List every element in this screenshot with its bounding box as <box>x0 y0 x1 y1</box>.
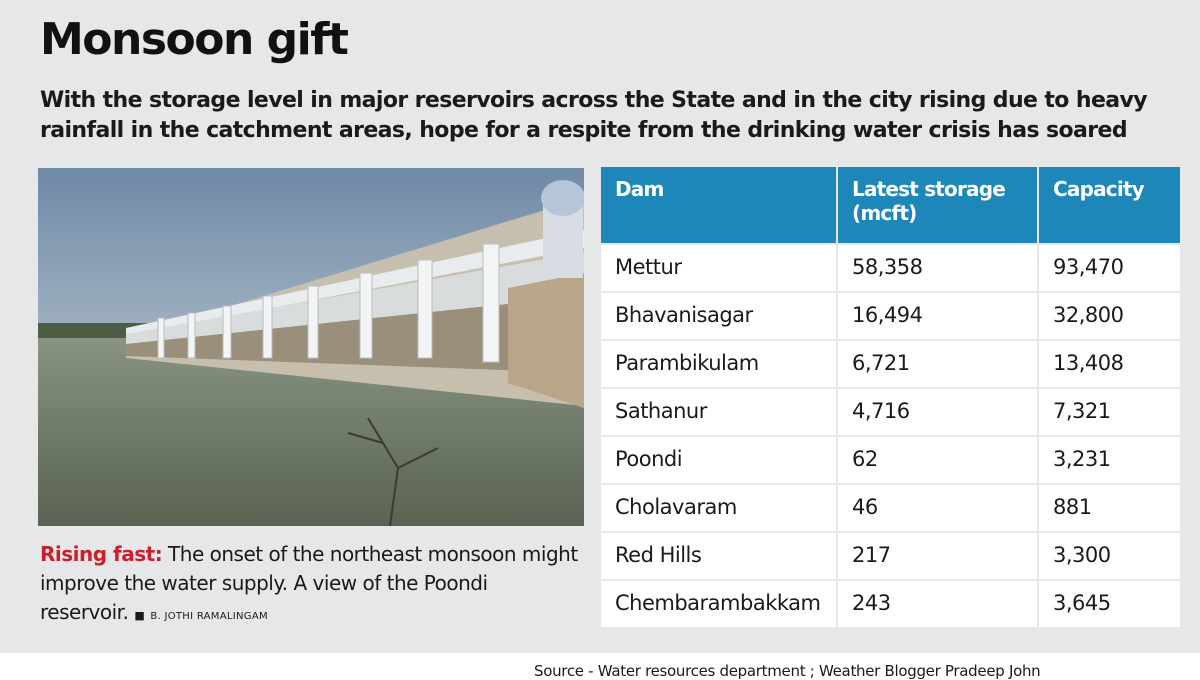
column-header-dam: Dam <box>601 167 836 243</box>
credit-marker-icon: ■ <box>134 609 145 622</box>
page-subtitle: With the storage level in major reservoi… <box>40 88 1148 143</box>
table-cell-capacity: 32,800 <box>1039 293 1180 339</box>
table-cell-storage: 4,716 <box>838 389 1037 435</box>
table-cell-storage: 58,358 <box>838 245 1037 291</box>
table-cell-dam: Poondi <box>601 437 836 483</box>
table-cell-capacity: 93,470 <box>1039 245 1180 291</box>
table-cell-dam: Cholavaram <box>601 485 836 531</box>
table-cell-capacity: 13,408 <box>1039 341 1180 387</box>
table-cell-storage: 243 <box>838 581 1037 627</box>
table-cell-dam: Bhavanisagar <box>601 293 836 339</box>
table-cell-dam: Sathanur <box>601 389 836 435</box>
table-cell-dam: Mettur <box>601 245 836 291</box>
table-cell-capacity: 881 <box>1039 485 1180 531</box>
table-cell-storage: 46 <box>838 485 1037 531</box>
table-cell-dam: Chembarambakkam <box>601 581 836 627</box>
table-cell-storage: 62 <box>838 437 1037 483</box>
caption-text: The onset of the northeast monsoon might… <box>40 542 578 624</box>
table-cell-storage: 217 <box>838 533 1037 579</box>
table-cell-capacity: 7,321 <box>1039 389 1180 435</box>
table-cell-capacity: 3,645 <box>1039 581 1180 627</box>
table-cell-storage: 6,721 <box>838 341 1037 387</box>
table-cell-capacity: 3,231 <box>1039 437 1180 483</box>
column-header-capacity: Capacity <box>1039 167 1180 243</box>
caption-lead: Rising fast: <box>40 542 163 566</box>
photo-credit: B. JOTHI RAMALINGAM <box>150 611 268 622</box>
table-cell-dam: Red Hills <box>601 533 836 579</box>
reservoir-photo <box>38 168 584 526</box>
table-cell-capacity: 3,300 <box>1039 533 1180 579</box>
page-title: Monsoon gift <box>40 14 349 65</box>
table-cell-storage: 16,494 <box>838 293 1037 339</box>
photo-caption: Rising fast: The onset of the northeast … <box>40 540 588 631</box>
column-header-storage: Latest storage (mcft) <box>838 167 1037 243</box>
table-cell-dam: Parambikulam <box>601 341 836 387</box>
source-note: Source - Water resources department ; We… <box>534 662 1041 680</box>
